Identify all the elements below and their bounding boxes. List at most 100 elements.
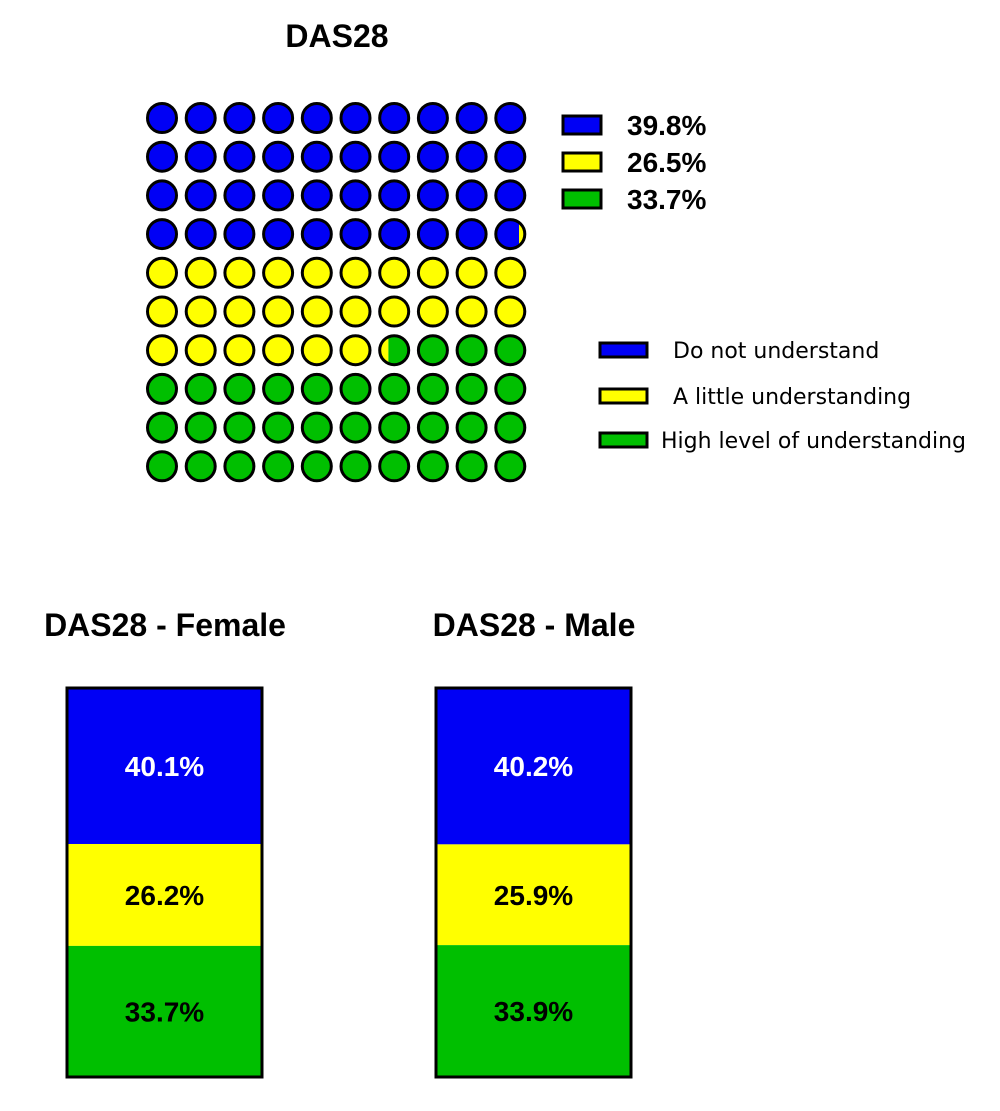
waffle-cell — [146, 295, 178, 328]
percent-legend-label: 26.5% — [627, 147, 706, 178]
legend-item-high-understanding: High level of understanding — [598, 429, 966, 454]
legend-label: High level of understanding — [661, 429, 966, 454]
waffle-cell — [223, 256, 256, 289]
male-bar-label-a-little-understanding: 25.9% — [494, 880, 573, 911]
waffle-cell — [262, 295, 295, 328]
waffle-cell — [184, 450, 217, 483]
waffle-cell — [455, 411, 488, 444]
waffle-cell — [223, 295, 256, 328]
waffle-cell — [378, 140, 411, 173]
male-bar-segment-a-little-understanding — [436, 844, 631, 946]
waffle-cell — [339, 179, 372, 212]
waffle-cell — [455, 450, 488, 483]
waffle-cell — [455, 372, 488, 405]
waffle-cell — [223, 102, 256, 134]
waffle-cell — [184, 295, 217, 328]
waffle-cell — [262, 334, 295, 367]
waffle-cell — [494, 450, 527, 483]
legend-item-a-little-understanding: A little understanding — [598, 385, 911, 410]
waffle-cell — [494, 411, 527, 444]
waffle-cell — [223, 411, 256, 444]
waffle-cell — [300, 411, 333, 444]
waffle-cell — [416, 334, 449, 367]
percent-legend-item-high-understanding: 33.7% — [561, 184, 706, 215]
waffle-cell — [494, 102, 527, 134]
waffle-cell — [494, 256, 527, 289]
waffle-cell — [494, 334, 527, 367]
waffle-cell — [300, 450, 333, 483]
waffle-cell — [223, 140, 256, 173]
waffle-cell — [339, 218, 372, 251]
waffle-grid — [146, 102, 527, 483]
waffle-cell — [416, 295, 449, 328]
waffle-cell — [146, 411, 178, 444]
percent-legend-item-do-not-understand: 39.8% — [561, 110, 706, 141]
waffle-cell — [416, 372, 449, 405]
percent-legend-label: 33.7% — [627, 184, 706, 215]
waffle-cell — [146, 256, 178, 289]
percent-legend-swatch — [561, 188, 603, 210]
waffle-cell — [416, 411, 449, 444]
waffle-cell — [416, 450, 449, 483]
waffle-cell — [339, 140, 372, 173]
waffle-cell — [378, 411, 411, 444]
legend-swatch — [598, 431, 649, 449]
waffle-cell — [184, 334, 217, 367]
percent-legend-label: 39.8% — [627, 110, 706, 141]
waffle-cell — [184, 179, 217, 212]
waffle-cell — [300, 102, 333, 134]
waffle-cell — [339, 334, 372, 367]
waffle-cell — [184, 256, 217, 289]
female-bar-label-do-not-understand: 40.1% — [125, 751, 204, 782]
waffle-cell — [455, 102, 488, 134]
waffle-cell — [300, 334, 333, 367]
waffle-cell — [378, 450, 411, 483]
waffle-cell — [416, 256, 449, 289]
legend-swatch — [598, 387, 649, 405]
waffle-cell — [455, 179, 488, 212]
waffle-cell — [146, 102, 178, 134]
waffle-cell — [494, 372, 527, 405]
female-bar-outline — [65, 686, 264, 1079]
waffle-cell — [455, 295, 488, 328]
waffle-cell — [223, 179, 256, 212]
male-chart-title: DAS28 - Male — [433, 607, 636, 643]
waffle-cell — [494, 179, 527, 212]
male-stacked-bar: 40.2% 25.9% 33.9% — [434, 686, 633, 1079]
waffle-cell — [146, 218, 178, 251]
legend-label: A little understanding — [673, 385, 911, 410]
waffle-cell — [223, 372, 256, 405]
waffle-cell — [184, 411, 217, 444]
waffle-cell — [300, 179, 333, 212]
waffle-cell — [184, 218, 217, 251]
female-bar-segment-a-little-understanding — [67, 843, 262, 946]
waffle-cell — [223, 450, 256, 483]
waffle-cell — [416, 179, 449, 212]
percent-legend-item-a-little-understanding: 26.5% — [561, 147, 706, 178]
waffle-cell — [262, 218, 295, 251]
waffle-cell — [223, 218, 256, 251]
waffle-cell — [300, 372, 333, 405]
waffle-cell — [494, 218, 527, 251]
waffle-cell — [339, 411, 372, 444]
waffle-title: DAS28 — [285, 18, 388, 54]
waffle-cell — [378, 256, 411, 289]
waffle-cell — [300, 256, 333, 289]
waffle-cell — [416, 218, 449, 251]
waffle-cell — [455, 256, 488, 289]
female-bar-segment-high-understanding — [67, 945, 262, 1077]
percent-legend-swatch — [561, 151, 603, 173]
waffle-cell — [262, 140, 295, 173]
waffle-cell — [262, 450, 295, 483]
female-bar-label-a-little-understanding: 26.2% — [125, 880, 204, 911]
waffle-cell — [378, 179, 411, 212]
percent-legend: 39.8% 26.5% 33.7% — [561, 110, 706, 215]
waffle-cell — [378, 334, 411, 367]
male-bar-outline — [434, 686, 633, 1079]
legend-swatch — [598, 341, 649, 359]
female-chart-title: DAS28 - Female — [44, 607, 286, 643]
waffle-cell — [339, 102, 372, 134]
waffle-cell — [300, 140, 333, 173]
waffle-cell — [146, 372, 178, 405]
